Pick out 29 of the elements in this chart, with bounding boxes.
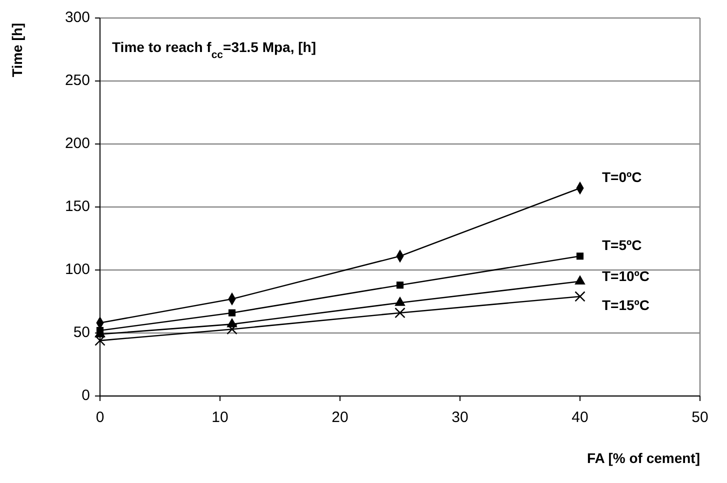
text: Time to reach f$_{cc}$=31.5 Mpa, [h] [112, 39, 316, 61]
point [226, 324, 238, 335]
x-tick-label: 10 [212, 409, 228, 426]
point [394, 307, 406, 318]
x-tick-label: 40 [572, 409, 588, 426]
point [576, 252, 584, 260]
x-tick-label: 30 [452, 409, 468, 426]
x-tick-label: 0 [96, 409, 104, 426]
y-tick-label: 50 [73, 324, 90, 341]
series-label: T=10ºC [602, 268, 650, 284]
point [574, 291, 586, 302]
y-tick-label: 100 [64, 260, 90, 278]
point [228, 309, 236, 316]
y-axis-title: Time [h] [9, 22, 25, 78]
y-tick-label: 250 [64, 72, 90, 89]
series-label: T=5ºC [602, 236, 642, 253]
x-tick-label: 50 [692, 409, 708, 426]
y-tick-label: 0 [82, 386, 90, 404]
y-tick-label: 300 [64, 8, 90, 26]
x-tick-label: 20 [332, 409, 348, 426]
series-label: T=15ºC [602, 297, 650, 314]
point [574, 275, 586, 284]
y-tick-label: 200 [64, 134, 90, 152]
point [396, 282, 404, 289]
point [94, 335, 106, 346]
point [394, 296, 406, 306]
y-tick-label: 150 [64, 198, 90, 215]
series-label: T=0ºC [602, 168, 642, 185]
x-axis-title: FA [% of cement] [586, 450, 700, 466]
